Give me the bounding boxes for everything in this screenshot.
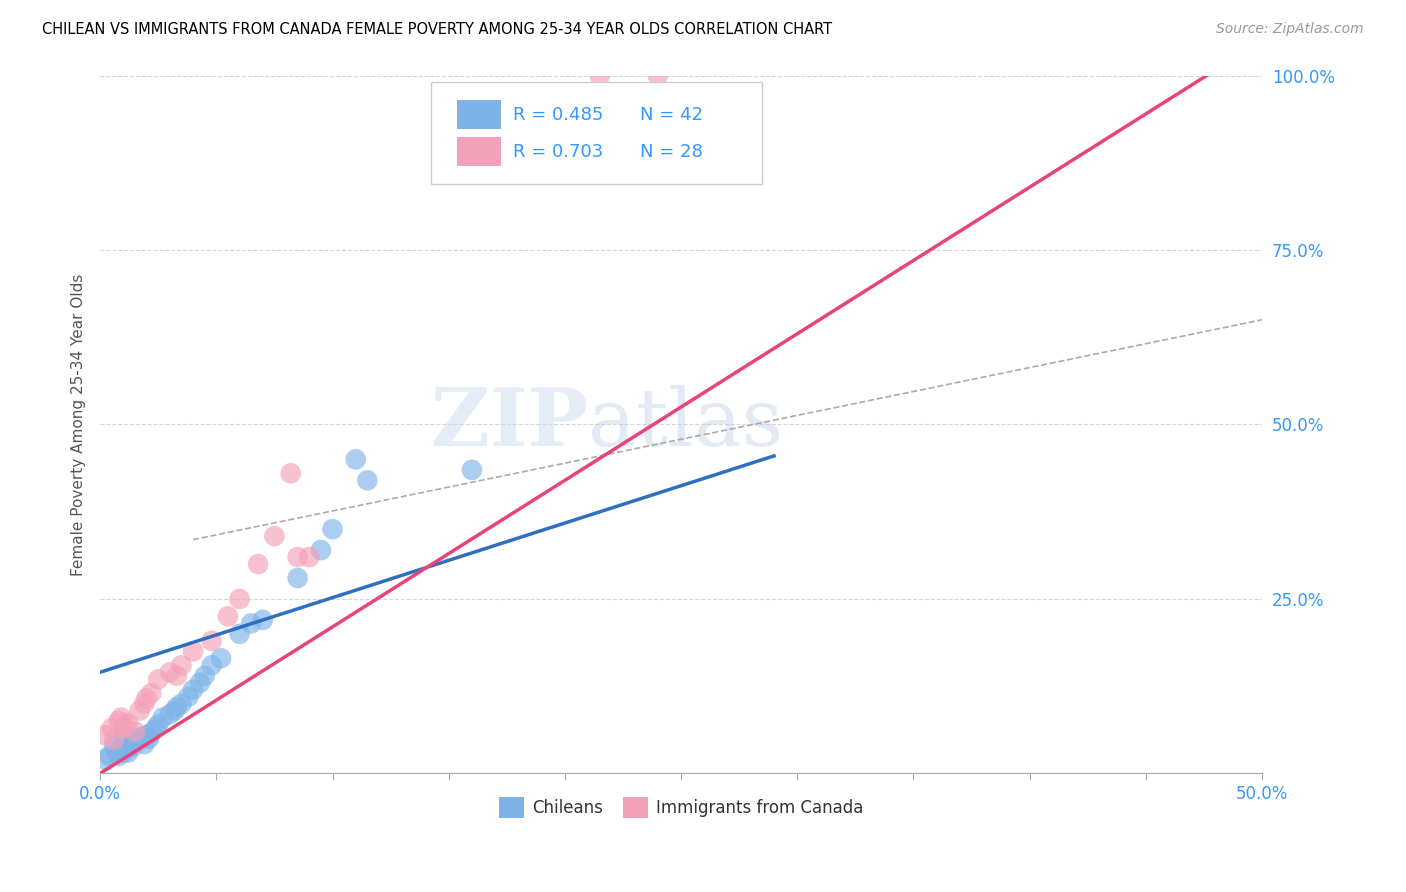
Point xyxy=(201,633,224,648)
Point xyxy=(240,616,263,631)
Point xyxy=(117,716,139,731)
Point xyxy=(124,735,146,749)
Legend: Chileans, Immigrants from Canada: Chileans, Immigrants from Canada xyxy=(492,790,870,824)
Point xyxy=(163,704,186,718)
Point xyxy=(105,746,128,760)
Point xyxy=(181,644,204,658)
Bar xyxy=(457,100,501,129)
Point xyxy=(128,733,150,747)
Point xyxy=(194,669,217,683)
Text: ZIP: ZIP xyxy=(432,385,588,464)
Point xyxy=(166,700,188,714)
Point xyxy=(94,728,117,742)
Point xyxy=(131,730,153,744)
Point xyxy=(159,707,181,722)
Point xyxy=(252,613,274,627)
Point xyxy=(228,591,250,606)
Point xyxy=(461,463,484,477)
Text: atlas: atlas xyxy=(588,385,783,464)
Point xyxy=(321,522,343,536)
Point xyxy=(181,682,204,697)
Text: R = 0.703: R = 0.703 xyxy=(513,143,603,161)
Point xyxy=(124,724,146,739)
Point xyxy=(201,658,224,673)
Point xyxy=(170,658,193,673)
Point xyxy=(138,731,160,746)
Point xyxy=(103,739,125,753)
Point xyxy=(141,686,163,700)
Point xyxy=(100,721,122,735)
Point xyxy=(247,557,270,571)
Point xyxy=(280,467,302,481)
Point xyxy=(112,728,135,742)
Point xyxy=(228,627,250,641)
Point xyxy=(148,672,170,686)
Point xyxy=(287,550,309,565)
Point xyxy=(589,69,612,83)
Point xyxy=(107,749,129,764)
Y-axis label: Female Poverty Among 25-34 Year Olds: Female Poverty Among 25-34 Year Olds xyxy=(72,273,86,575)
Point xyxy=(356,473,378,487)
FancyBboxPatch shape xyxy=(432,82,762,184)
Point xyxy=(298,550,321,565)
Point xyxy=(128,704,150,718)
Point xyxy=(287,571,309,585)
Point xyxy=(177,690,200,704)
Point xyxy=(135,728,157,742)
Point xyxy=(647,69,669,83)
Point xyxy=(114,719,136,733)
Text: N = 42: N = 42 xyxy=(640,105,703,124)
Text: R = 0.485: R = 0.485 xyxy=(513,105,603,124)
Point xyxy=(263,529,285,543)
Point xyxy=(98,749,121,764)
Point xyxy=(114,742,136,756)
Text: CHILEAN VS IMMIGRANTS FROM CANADA FEMALE POVERTY AMONG 25-34 YEAR OLDS CORRELATI: CHILEAN VS IMMIGRANTS FROM CANADA FEMALE… xyxy=(42,22,832,37)
Point xyxy=(209,651,232,665)
Point xyxy=(127,731,149,746)
Point xyxy=(309,543,332,558)
Point xyxy=(217,609,239,624)
Point xyxy=(117,746,139,760)
Point xyxy=(120,739,142,753)
Point xyxy=(141,726,163,740)
Point xyxy=(107,714,129,728)
Text: Source: ZipAtlas.com: Source: ZipAtlas.com xyxy=(1216,22,1364,37)
Point xyxy=(159,665,181,680)
Point xyxy=(145,721,167,735)
Point xyxy=(134,697,156,711)
Point xyxy=(170,697,193,711)
Point xyxy=(110,710,132,724)
Point xyxy=(135,691,157,706)
Point xyxy=(152,710,174,724)
Point xyxy=(112,721,135,735)
Point xyxy=(110,742,132,756)
Point xyxy=(103,733,125,747)
Text: N = 28: N = 28 xyxy=(640,143,703,161)
Point xyxy=(112,746,135,760)
Point xyxy=(148,717,170,731)
Point xyxy=(94,752,117,766)
Point xyxy=(188,675,211,690)
Point xyxy=(344,452,367,467)
Point xyxy=(121,739,143,754)
Point xyxy=(134,737,156,751)
Bar xyxy=(457,137,501,166)
Point xyxy=(166,669,188,683)
